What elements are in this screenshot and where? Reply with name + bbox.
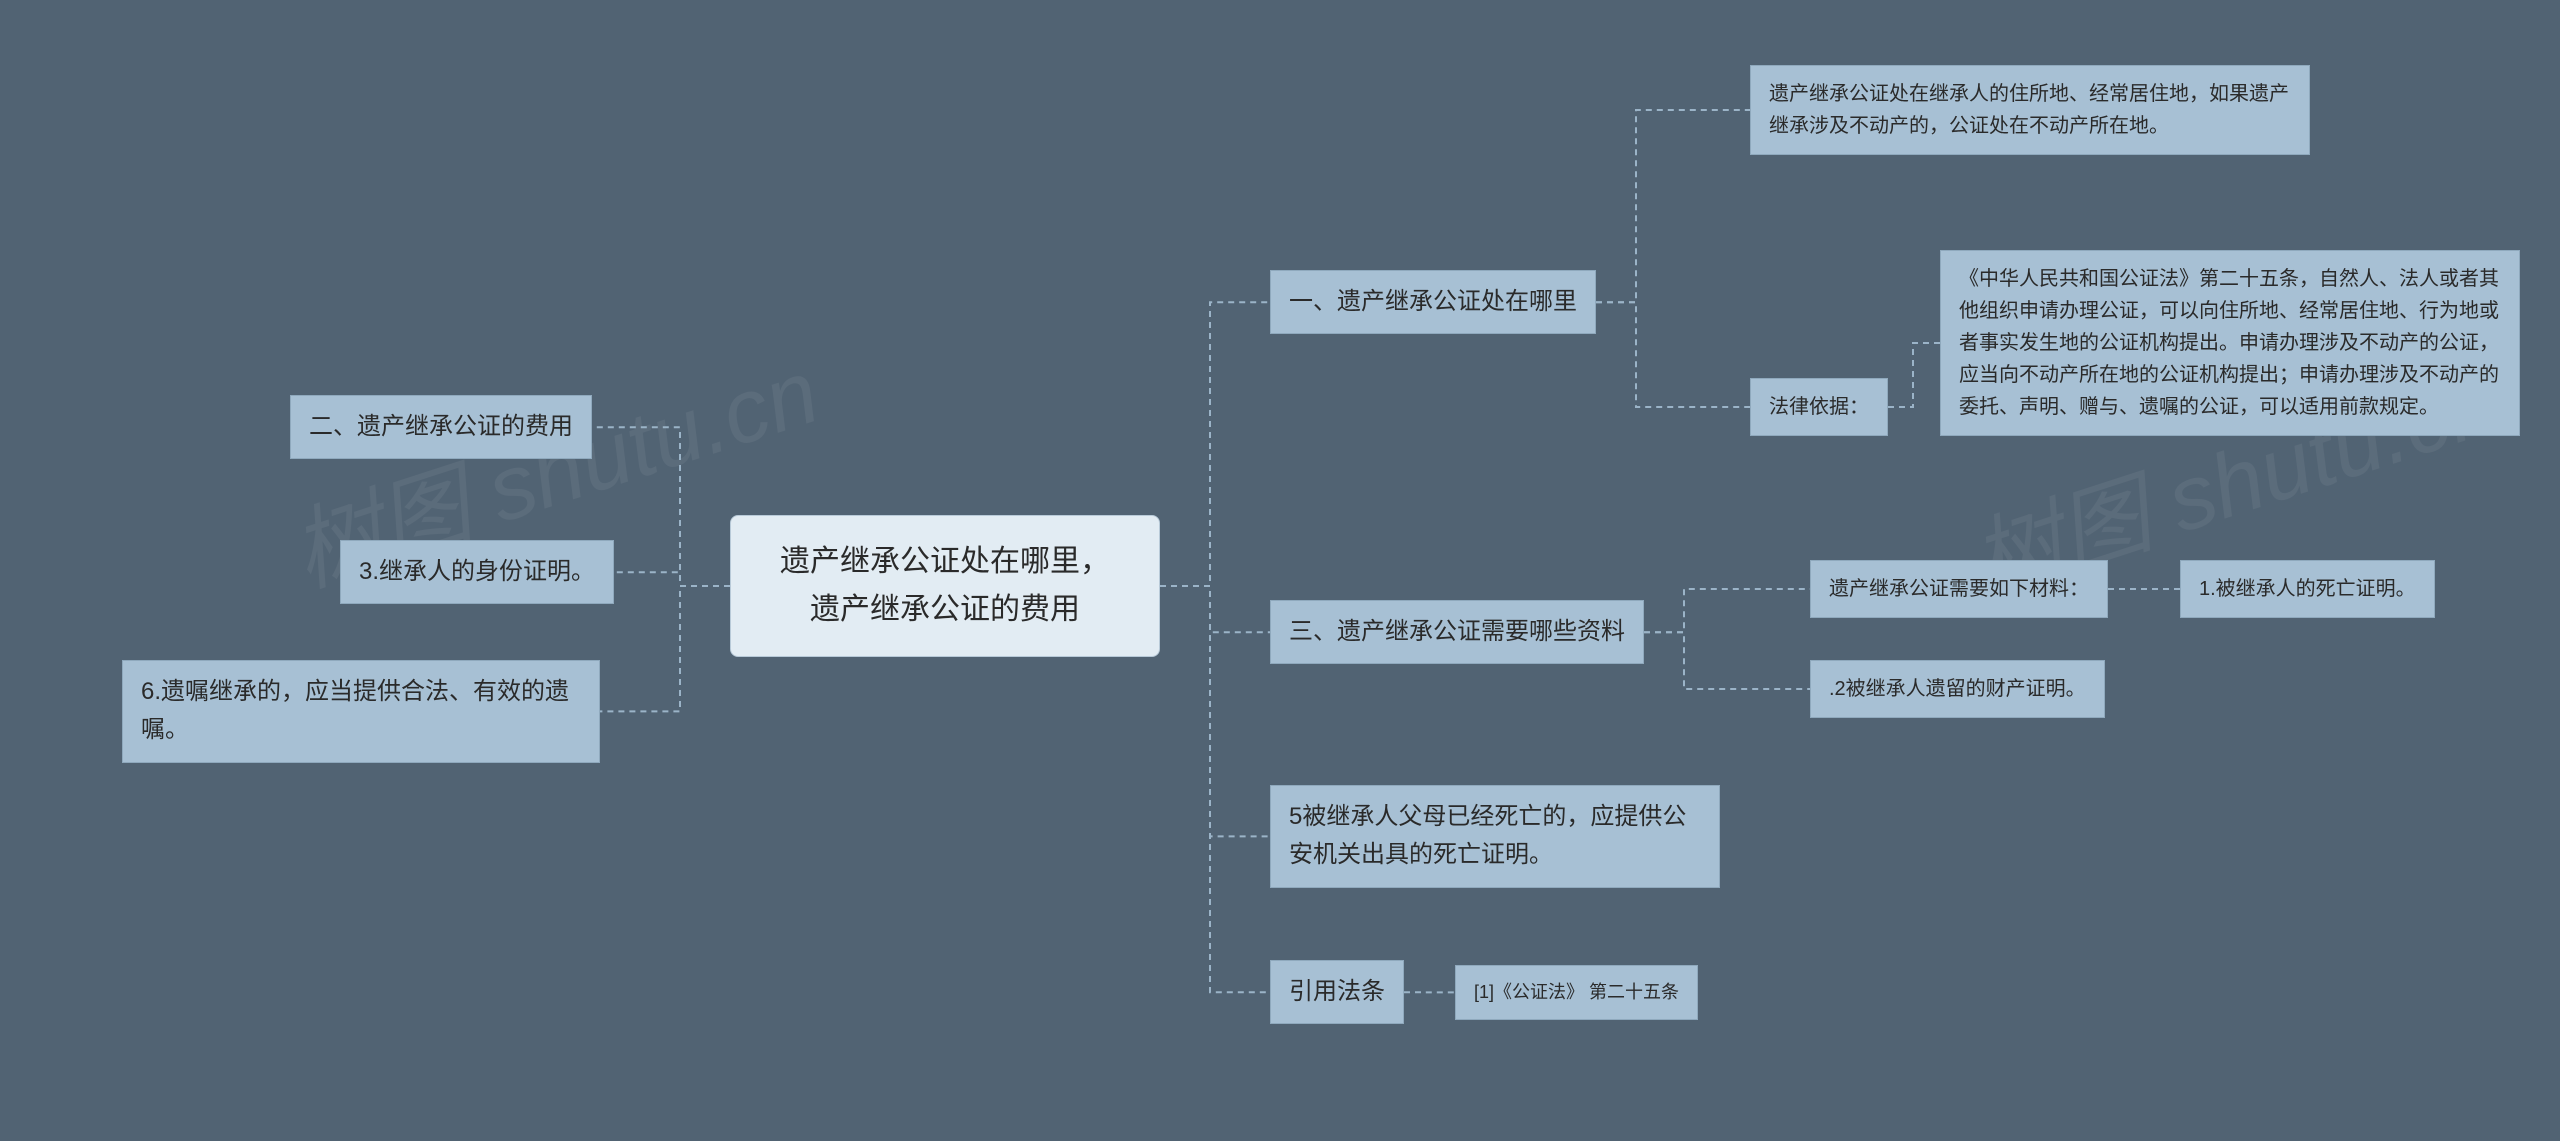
branch-will: 6.遗嘱继承的，应当提供合法、有效的遗嘱。	[122, 660, 600, 763]
leaf-death-cert: 1.被继承人的死亡证明。	[2180, 560, 2435, 618]
root-line1: 遗产继承公证处在哪里，	[761, 538, 1129, 586]
leaf-legal-basis-body: 《中华人民共和国公证法》第二十五条，自然人、法人或者其他组织申请办理公证，可以向…	[1940, 250, 2520, 436]
branch-fees: 二、遗产继承公证的费用	[290, 395, 592, 459]
branch-citation: 引用法条	[1270, 960, 1404, 1024]
leaf-where-desc: 遗产继承公证处在继承人的住所地、经常居住地，如果遗产继承涉及不动产的，公证处在不…	[1750, 65, 2310, 155]
branch-parents-death: 5被继承人父母已经死亡的，应提供公安机关出具的死亡证明。	[1270, 785, 1720, 888]
leaf-property-cert: .2被继承人遗留的财产证明。	[1810, 660, 2105, 718]
root-line2: 遗产继承公证的费用	[761, 586, 1129, 634]
branch-materials: 三、遗产继承公证需要哪些资料	[1270, 600, 1644, 664]
mindmap-root: 遗产继承公证处在哪里， 遗产继承公证的费用	[730, 515, 1160, 657]
branch-where: 一、遗产继承公证处在哪里	[1270, 270, 1596, 334]
leaf-materials-intro: 遗产继承公证需要如下材料：	[1810, 560, 2108, 618]
branch-heir-id: 3.继承人的身份证明。	[340, 540, 614, 604]
leaf-citation-body: [1]《公证法》 第二十五条	[1455, 965, 1698, 1020]
leaf-legal-basis-label: 法律依据：	[1750, 378, 1888, 436]
